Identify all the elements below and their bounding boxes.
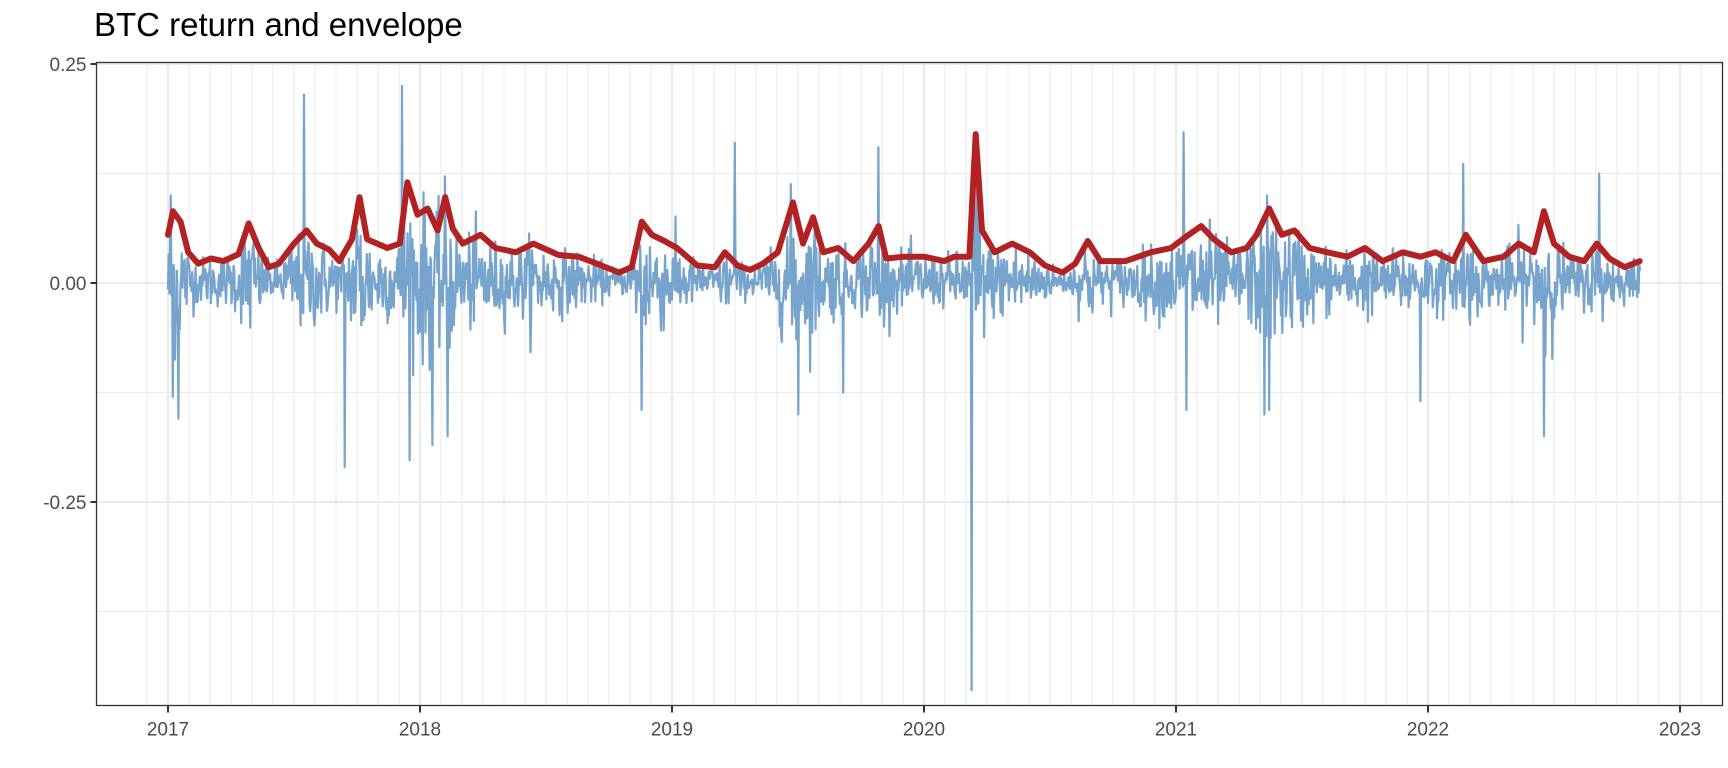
x-tick-label: 2018: [399, 720, 441, 741]
return-path: [166, 84, 1642, 692]
y-axis: 0.25 0.00 -0.25: [43, 55, 97, 514]
x-tick-label: 2017: [147, 720, 189, 741]
x-tick-label: 2023: [1659, 720, 1701, 741]
y-tick-label: 0.25: [50, 55, 87, 76]
panel-border: [95, 61, 1724, 707]
x-tick-label: 2020: [903, 720, 945, 741]
envelope-line: [165, 131, 1643, 276]
x-tick-label: 2019: [651, 720, 693, 741]
chart-title: BTC return and envelope: [94, 6, 463, 43]
x-axis: 2017 2018 2019 2020 2021 2022 2023: [147, 705, 1701, 741]
major-gridlines: [96, 62, 1723, 706]
minor-gridlines: [96, 62, 1723, 706]
return-line: [166, 84, 1642, 692]
envelope-path: [165, 131, 1643, 276]
y-tick-label: 0.00: [50, 274, 87, 295]
x-tick-label: 2021: [1155, 720, 1197, 741]
x-tick-label: 2022: [1407, 720, 1449, 741]
y-tick-label: -0.25: [43, 493, 86, 514]
